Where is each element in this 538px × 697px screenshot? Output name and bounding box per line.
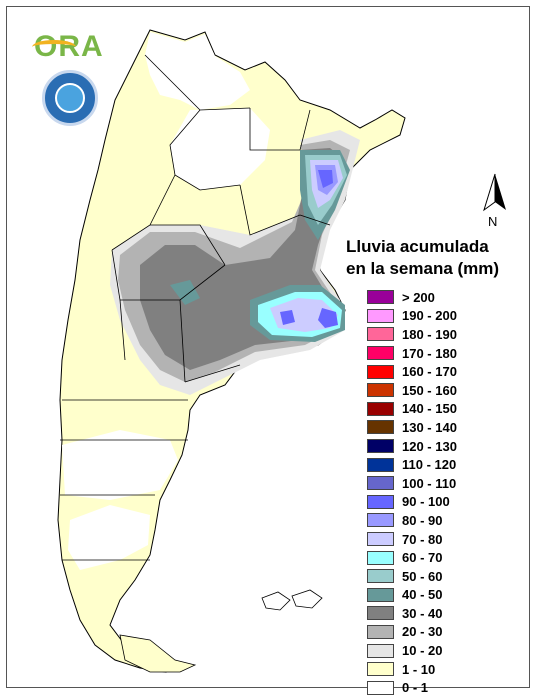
legend-item: 20 - 30 [367,623,497,642]
legend-swatch [367,457,394,472]
legend-title-line1: Lluvia acumulada [346,237,489,256]
legend-swatch [367,513,394,528]
legend-label: > 200 [402,289,435,305]
legend-swatch [367,327,394,342]
legend-swatch [367,476,394,491]
legend-item: 130 - 140 [367,418,497,437]
logo-swoosh-icon [32,40,76,54]
legend-title: Lluvia acumulada en la semana (mm) [346,236,526,280]
legend-item: 70 - 80 [367,530,497,549]
legend-item: 160 - 170 [367,362,497,381]
legend-label: 50 - 60 [402,568,443,584]
legend-swatch [367,494,394,509]
islands [261,589,323,611]
legend-label: 160 - 170 [402,364,457,380]
legend-swatch [367,439,394,454]
legend-item: > 200 [367,288,497,307]
legend-item: 180 - 190 [367,325,497,344]
legend-item: 110 - 120 [367,455,497,474]
legend-item: 40 - 50 [367,586,497,605]
zone-dry-northwest [170,108,270,190]
legend-item: 10 - 20 [367,641,497,660]
legend-label: 10 - 20 [402,643,443,659]
legend-label: 100 - 110 [402,475,457,491]
zone-dry-south-2 [68,505,150,570]
legend-swatch [367,643,394,658]
legend-item: 1 - 10 [367,660,497,679]
legend-swatch [367,364,394,379]
legend-label: 140 - 150 [402,401,457,417]
zone-dry-north [145,32,250,110]
north-arrow-icon [483,173,506,212]
legend: > 200 190 - 200 180 - 190 170 - 180 160 - 17… [367,288,497,697]
north-label: N [488,214,498,229]
legend-item: 90 - 100 [367,493,497,512]
province-borders [60,54,331,561]
legend-item: 140 - 150 [367,400,497,419]
legend-swatch [367,308,394,323]
legend-swatch [367,401,394,416]
legend-label: 180 - 190 [402,326,457,342]
legend-item: 100 - 110 [367,474,497,493]
zone-dry-south-1 [62,430,178,500]
zone-90-100-south-b [318,308,338,328]
legend-item: 120 - 130 [367,437,497,456]
legend-item: 170 - 180 [367,344,497,363]
seal-emblem-icon [55,83,85,113]
legend-label: 120 - 130 [402,438,457,454]
legend-label: 80 - 90 [402,512,443,528]
legend-swatch [367,662,394,677]
legend-swatch [367,532,394,547]
legend-item: 150 - 160 [367,381,497,400]
legend-swatch [367,680,394,695]
tierra-del-fuego [119,634,197,673]
legend-label: 190 - 200 [402,308,457,324]
legend-swatch [367,550,394,565]
legend-label: 90 - 100 [402,494,450,510]
legend-item: 60 - 70 [367,548,497,567]
legend-swatch [367,420,394,435]
legend-item: 50 - 60 [367,567,497,586]
legend-label: 20 - 30 [402,624,443,640]
legend-swatch [367,569,394,584]
zone-90-100-south-a [280,310,295,325]
legend-item: 80 - 90 [367,511,497,530]
legend-label: 60 - 70 [402,550,443,566]
legend-item: 190 - 200 [367,307,497,326]
ora-logo: ORA [32,30,104,64]
legend-item: 0 - 1 [367,678,497,697]
legend-label: 150 - 160 [402,382,457,398]
legend-label: 70 - 80 [402,531,443,547]
legend-title-line2: en la semana (mm) [346,259,500,278]
zone-90-100 [318,170,333,188]
legend-label: 170 - 180 [402,345,457,361]
legend-label: 1 - 10 [402,661,436,677]
legend-swatch [367,346,394,361]
legend-label: 40 - 50 [402,587,443,603]
zone-40-50-west [170,280,200,305]
legend-item: 30 - 40 [367,604,497,623]
legend-swatch [367,587,394,602]
legend-label: 110 - 120 [402,457,457,473]
legend-swatch [367,606,394,621]
legend-swatch [367,290,394,305]
legend-label: 30 - 40 [402,605,443,621]
legend-label: 130 - 140 [402,419,457,435]
legend-swatch [367,383,394,398]
legend-swatch [367,624,394,639]
smn-seal-icon [42,70,98,126]
legend-label: 0 - 1 [402,680,429,696]
